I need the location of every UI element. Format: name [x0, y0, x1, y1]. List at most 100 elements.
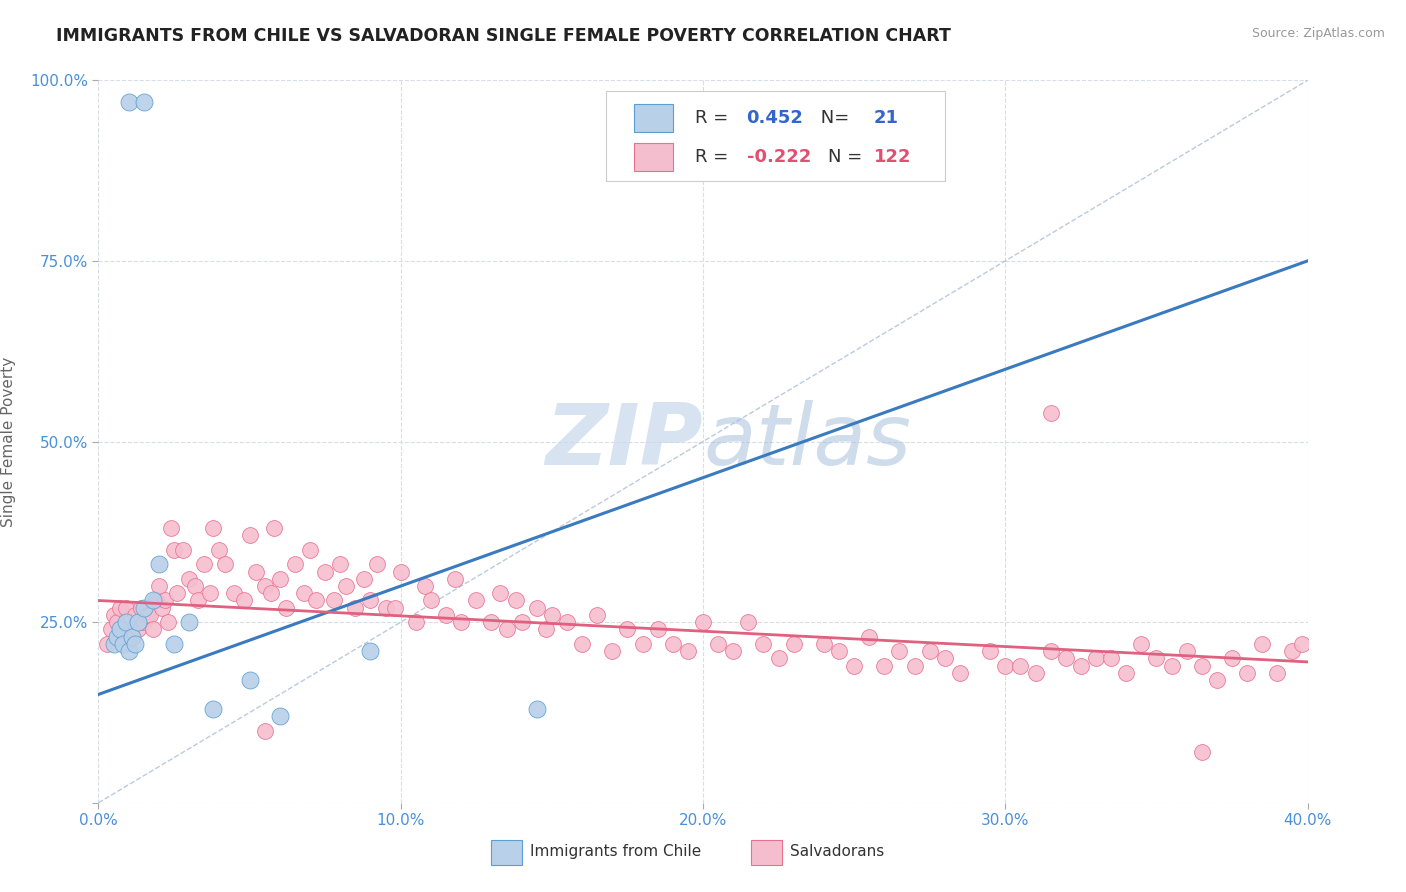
FancyBboxPatch shape	[634, 144, 672, 170]
Point	[1130, 637, 1153, 651]
Point	[202, 702, 225, 716]
Point	[253, 579, 276, 593]
Point	[1267, 665, 1289, 680]
Point	[495, 623, 517, 637]
Text: Immigrants from Chile: Immigrants from Chile	[530, 845, 702, 859]
Point	[335, 579, 357, 593]
Point	[224, 586, 246, 600]
Point	[269, 709, 291, 723]
Point	[1039, 406, 1062, 420]
Point	[647, 623, 669, 637]
Point	[571, 637, 593, 651]
Point	[148, 579, 170, 593]
Point	[692, 615, 714, 630]
Point	[193, 558, 215, 572]
Point	[111, 637, 134, 651]
Text: 0.452: 0.452	[747, 109, 803, 127]
Point	[1115, 665, 1137, 680]
Point	[1281, 644, 1303, 658]
Point	[105, 615, 128, 630]
Point	[118, 95, 141, 109]
Point	[214, 558, 236, 572]
Point	[405, 615, 427, 630]
Point	[1191, 745, 1213, 759]
Point	[828, 644, 851, 658]
Point	[108, 623, 131, 637]
Point	[616, 623, 638, 637]
Point	[918, 644, 941, 658]
Point	[873, 658, 896, 673]
Point	[526, 600, 548, 615]
Point	[111, 630, 134, 644]
Point	[465, 593, 488, 607]
Point	[366, 558, 388, 572]
FancyBboxPatch shape	[634, 104, 672, 132]
Point	[299, 542, 322, 557]
Point	[145, 593, 167, 607]
Point	[540, 607, 562, 622]
Point	[239, 673, 262, 687]
Point	[555, 615, 578, 630]
Text: IMMIGRANTS FROM CHILE VS SALVADORAN SINGLE FEMALE POVERTY CORRELATION CHART: IMMIGRANTS FROM CHILE VS SALVADORAN SING…	[56, 27, 950, 45]
Point	[1291, 637, 1313, 651]
FancyBboxPatch shape	[606, 91, 945, 181]
Point	[127, 623, 149, 637]
Point	[153, 593, 176, 607]
Point	[103, 637, 125, 651]
Point	[323, 593, 346, 607]
Point	[489, 586, 512, 600]
Point	[274, 600, 297, 615]
Text: R =: R =	[695, 148, 734, 166]
Point	[360, 593, 382, 607]
Point	[163, 637, 186, 651]
Point	[1010, 658, 1032, 673]
Point	[245, 565, 267, 579]
Text: 21: 21	[873, 109, 898, 127]
Point	[1175, 644, 1198, 658]
Point	[114, 600, 136, 615]
Point	[108, 600, 131, 615]
FancyBboxPatch shape	[492, 839, 522, 865]
Point	[1220, 651, 1243, 665]
Point	[187, 593, 209, 607]
Point	[163, 542, 186, 557]
Point	[1191, 658, 1213, 673]
Point	[150, 600, 173, 615]
Point	[121, 630, 143, 644]
Point	[1070, 658, 1092, 673]
Point	[752, 637, 775, 651]
Point	[1160, 658, 1182, 673]
Point	[384, 600, 406, 615]
Point	[208, 542, 231, 557]
Point	[253, 723, 276, 738]
Point	[889, 644, 911, 658]
Point	[121, 630, 143, 644]
Point	[118, 644, 141, 658]
Point	[344, 600, 367, 615]
Point	[305, 593, 328, 607]
Point	[676, 644, 699, 658]
Point	[118, 623, 141, 637]
Point	[783, 637, 806, 651]
Point	[1039, 644, 1062, 658]
Text: Source: ZipAtlas.com: Source: ZipAtlas.com	[1251, 27, 1385, 40]
FancyBboxPatch shape	[751, 839, 782, 865]
Text: N =: N =	[828, 148, 868, 166]
Point	[156, 615, 179, 630]
Point	[1085, 651, 1108, 665]
Point	[142, 623, 165, 637]
Point	[314, 565, 336, 579]
Point	[232, 593, 254, 607]
Point	[260, 586, 283, 600]
Point	[172, 542, 194, 557]
Point	[1054, 651, 1077, 665]
Point	[1144, 651, 1167, 665]
Point	[179, 572, 201, 586]
Point	[124, 637, 146, 651]
Point	[737, 615, 759, 630]
Point	[139, 607, 162, 622]
Point	[124, 607, 146, 622]
Point	[994, 658, 1017, 673]
Point	[586, 607, 609, 622]
Point	[132, 600, 155, 615]
